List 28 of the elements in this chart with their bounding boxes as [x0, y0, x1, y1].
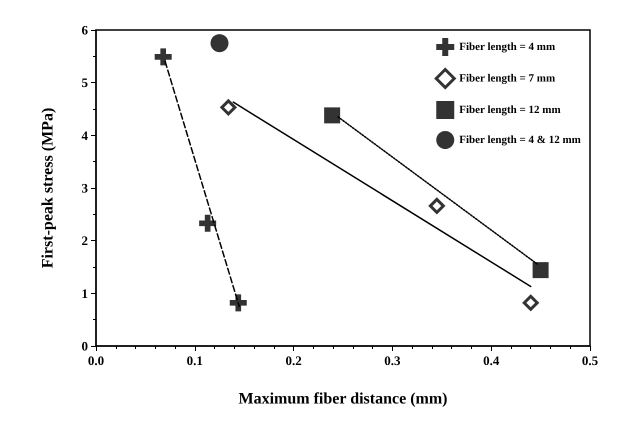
y-tick-label: 5 — [82, 75, 88, 90]
y-tick-label: 1 — [82, 286, 88, 301]
legend-label: Fiber length = 4 mm — [459, 41, 556, 53]
point — [324, 107, 340, 124]
x-tick-label: 0.2 — [285, 353, 302, 368]
point — [230, 294, 247, 312]
x-tick-label: 0.5 — [582, 353, 599, 368]
point — [428, 198, 445, 214]
x-tick-label: 0.4 — [483, 353, 500, 368]
point — [532, 262, 549, 278]
point — [210, 34, 228, 52]
point — [199, 214, 216, 232]
legend-label: Fiber length = 12 mm — [459, 104, 561, 116]
y-tick-label: 2 — [82, 233, 88, 248]
x-tick-label: 0.0 — [88, 353, 104, 368]
y-axis-title: First-peak stress (MPa) — [40, 108, 56, 268]
legend-label: Fiber length = 4 & 12 mm — [459, 134, 581, 146]
point — [220, 99, 236, 116]
y-tick-label: 6 — [82, 22, 88, 38]
x-tick-label: 0.3 — [384, 353, 402, 368]
legend-label: Fiber length = 7 mm — [459, 72, 556, 84]
y-tick-label: 0 — [82, 338, 88, 354]
x-tick-label: 0.1 — [186, 353, 203, 368]
y-tick-label: 4 — [82, 128, 88, 143]
point — [522, 294, 539, 311]
x-axis-title: Maximum fiber distance (mm) — [238, 390, 448, 408]
point — [154, 48, 172, 66]
y-tick-label: 3 — [82, 180, 88, 196]
